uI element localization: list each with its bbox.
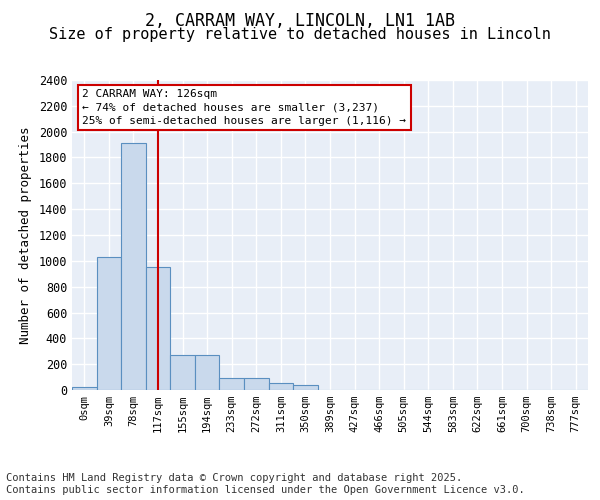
- Y-axis label: Number of detached properties: Number of detached properties: [19, 126, 32, 344]
- Bar: [72, 388, 97, 390]
- Bar: [220, 378, 244, 390]
- Bar: [170, 355, 195, 390]
- Text: Size of property relative to detached houses in Lincoln: Size of property relative to detached ho…: [49, 28, 551, 42]
- Text: 2, CARRAM WAY, LINCOLN, LN1 1AB: 2, CARRAM WAY, LINCOLN, LN1 1AB: [145, 12, 455, 30]
- Bar: [97, 257, 121, 390]
- Text: Contains HM Land Registry data © Crown copyright and database right 2025.
Contai: Contains HM Land Registry data © Crown c…: [6, 474, 525, 495]
- Bar: [195, 355, 220, 390]
- Bar: [244, 378, 269, 390]
- Bar: [121, 144, 146, 390]
- Bar: [269, 383, 293, 390]
- Text: 2 CARRAM WAY: 126sqm
← 74% of detached houses are smaller (3,237)
25% of semi-de: 2 CARRAM WAY: 126sqm ← 74% of detached h…: [82, 90, 406, 126]
- Bar: [146, 268, 170, 390]
- Bar: [293, 386, 318, 390]
